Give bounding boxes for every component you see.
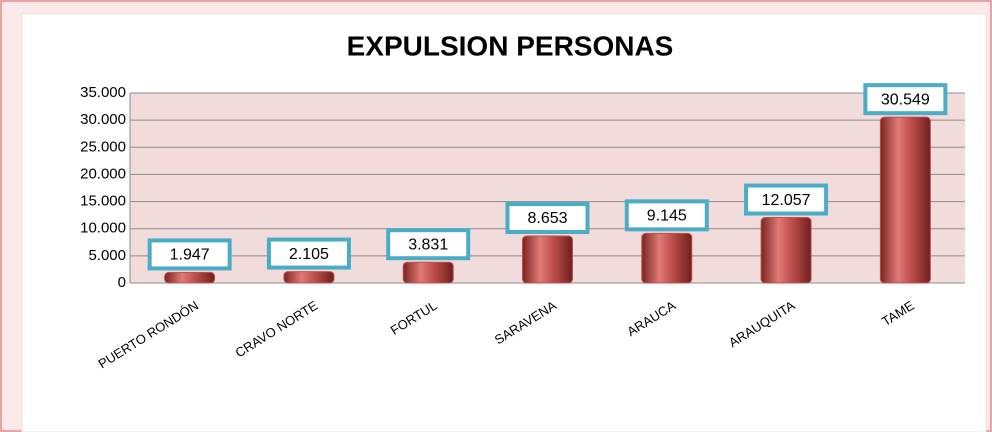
data-label-box <box>386 228 471 261</box>
chart-title: EXPULSION PERSONAS <box>347 30 674 61</box>
bar <box>164 271 216 284</box>
data-label: 8.653 <box>527 210 567 227</box>
data-label: 30.549 <box>881 91 930 108</box>
bar <box>879 116 931 284</box>
y-tick-label: 30.000 <box>80 111 126 128</box>
bar <box>641 232 693 284</box>
data-label: 9.145 <box>647 208 687 225</box>
y-tick-label: 20.000 <box>80 165 126 182</box>
data-label-box <box>863 83 948 116</box>
data-label-box <box>744 183 829 216</box>
y-tick-label: 15.000 <box>80 193 126 210</box>
data-label-box <box>624 199 709 232</box>
data-label: 2.105 <box>289 246 329 263</box>
bar <box>402 261 454 284</box>
data-label: 3.831 <box>408 236 448 253</box>
y-tick-label: 0 <box>118 274 126 291</box>
data-label: 1.947 <box>170 247 210 264</box>
bar <box>283 271 335 284</box>
y-tick-label: 5.000 <box>88 247 126 264</box>
data-label-box <box>147 238 232 271</box>
marks: 1.947 2.105 3.831 8.653 9.145 12.057 30.549 <box>147 83 948 284</box>
data-label: 12.057 <box>762 192 811 209</box>
bar <box>522 235 573 284</box>
bar <box>760 217 812 284</box>
data-label-box <box>266 237 351 270</box>
y-tick-label: 25.000 <box>80 138 126 155</box>
data-label-box <box>505 202 590 235</box>
y-tick-label: 10.000 <box>80 220 126 237</box>
y-tick-label: 35.000 <box>80 84 126 101</box>
